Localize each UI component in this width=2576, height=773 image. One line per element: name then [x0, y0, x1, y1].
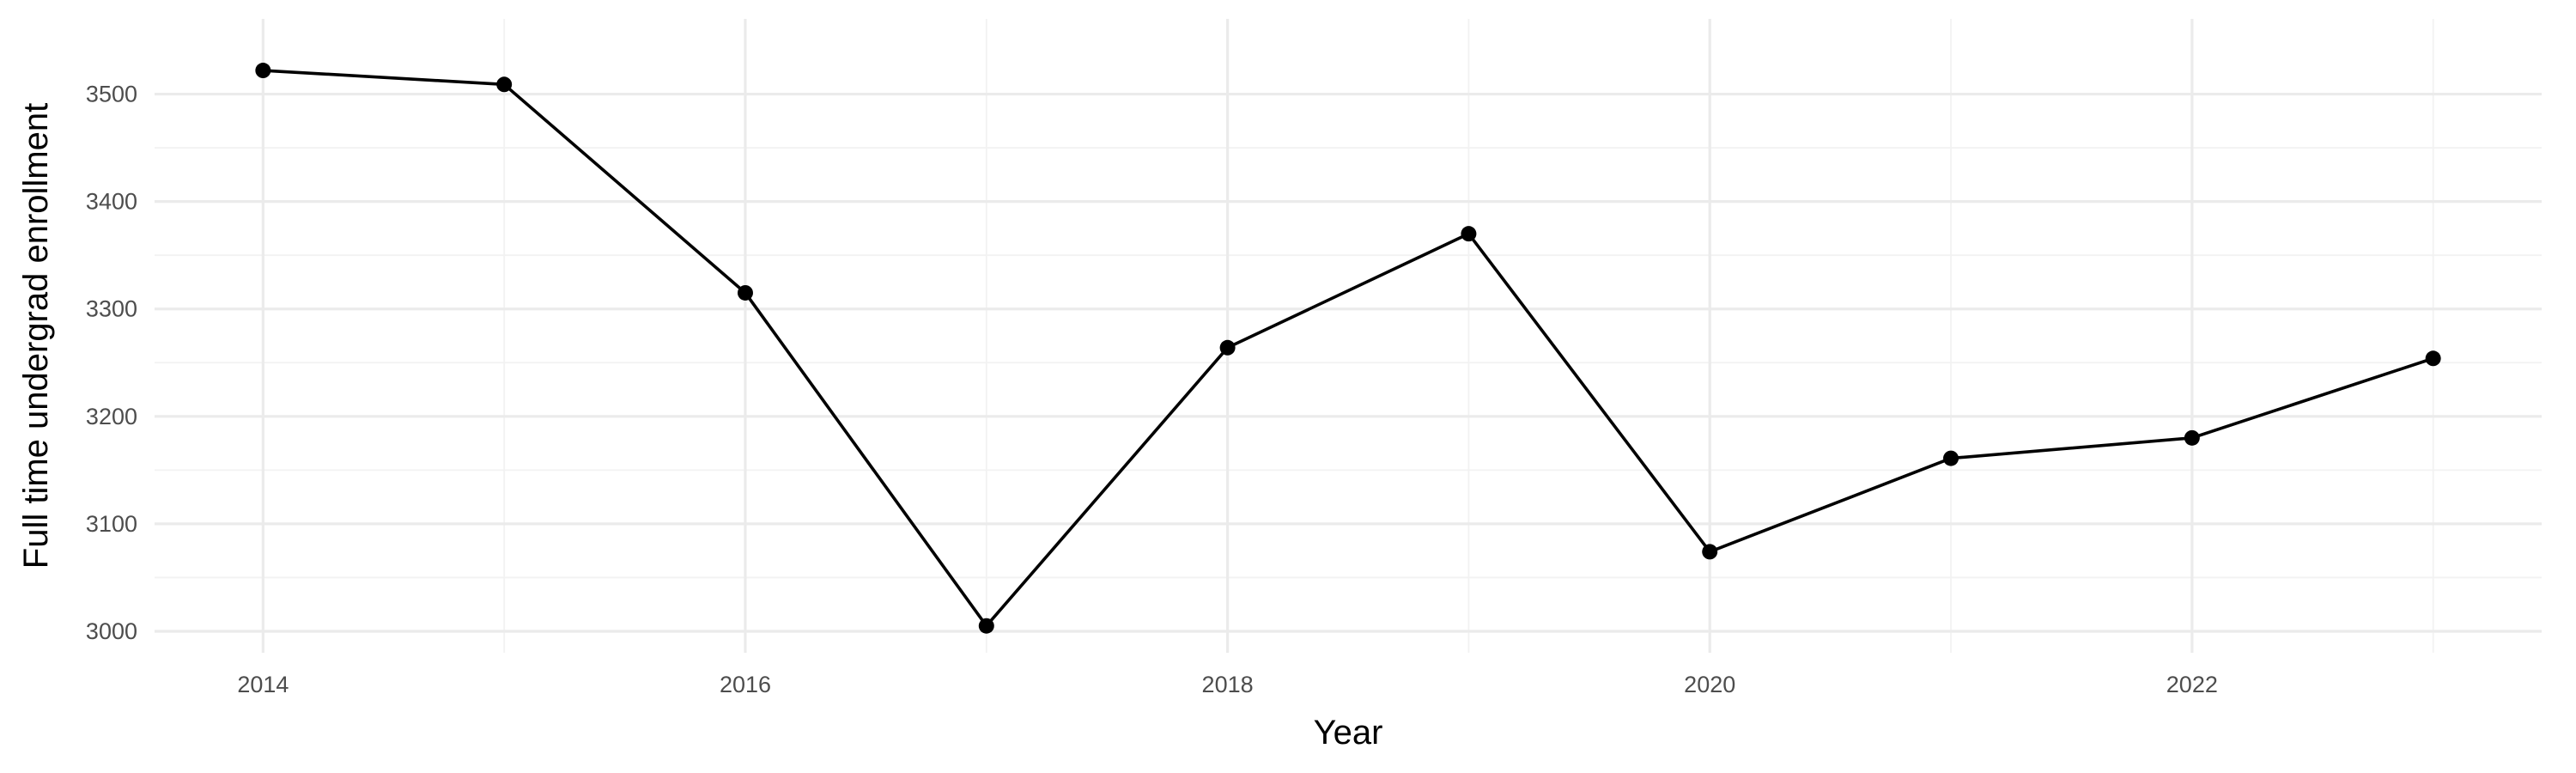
- data-points: [255, 63, 2441, 634]
- data-point: [255, 63, 271, 79]
- minor-gridlines-y: [155, 147, 2542, 579]
- data-point: [2425, 350, 2441, 367]
- major-gridlines-x: [261, 19, 2194, 653]
- y-tick-label: 3100: [86, 511, 137, 537]
- major-gridlines-y: [155, 92, 2542, 633]
- minor-gridlines-x: [503, 19, 2434, 653]
- y-tick-label: 3000: [86, 618, 137, 644]
- x-tick-label: 2020: [1684, 672, 1735, 697]
- data-point: [2184, 429, 2200, 446]
- y-tick-label: 3500: [86, 82, 137, 107]
- data-point: [1219, 339, 1236, 356]
- data-point: [978, 618, 994, 634]
- data-point: [1943, 450, 1959, 466]
- x-tick-label: 2018: [1202, 672, 1254, 697]
- x-tick-label: 2014: [237, 672, 289, 697]
- y-tick-label: 3200: [86, 404, 137, 429]
- y-axis-title: Full time undergrad enrollment: [17, 103, 55, 569]
- y-tick-label: 3400: [86, 189, 137, 215]
- data-point: [1702, 544, 1718, 560]
- enrollment-series-line: [263, 69, 2434, 628]
- y-tick-label: 3300: [86, 296, 137, 322]
- data-point: [496, 76, 513, 93]
- x-axis-tick-labels: 2014 2016 2018 2020 2022: [237, 672, 2218, 697]
- data-point: [1461, 226, 1477, 242]
- x-axis-title: Year: [1314, 714, 1383, 752]
- y-axis-tick-labels: 3000 3100 3200 3300 3400 3500: [86, 82, 137, 644]
- data-point: [737, 284, 753, 301]
- x-tick-label: 2022: [2166, 672, 2218, 697]
- x-tick-label: 2016: [720, 672, 771, 697]
